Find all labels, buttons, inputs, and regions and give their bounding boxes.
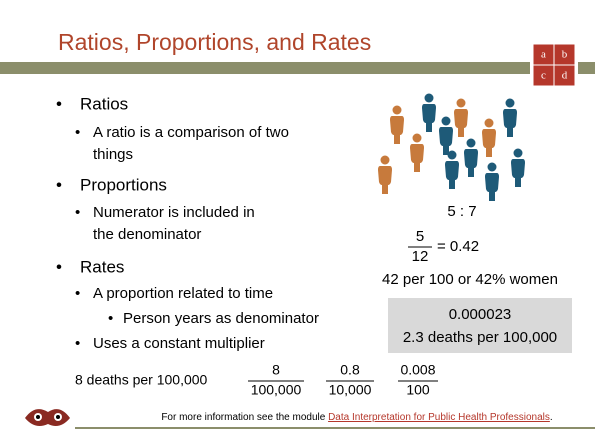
rate-label: 8 deaths per 100,000	[75, 372, 208, 388]
title: Ratios, Proportions, and Rates	[58, 29, 371, 55]
denominator: 100	[406, 382, 430, 398]
bullet: Rates	[80, 257, 124, 276]
bullet-dot: •	[56, 257, 62, 276]
sub-bullet: the denominator	[93, 226, 201, 243]
bullet-dot: •	[75, 335, 80, 352]
box-line: 2.3 deaths per 100,000	[403, 329, 557, 346]
denominator: 100,000	[251, 382, 302, 398]
bullet-dot: •	[75, 124, 80, 141]
badge: a b c d	[532, 43, 576, 87]
badge-letter: b	[562, 49, 568, 61]
logo	[25, 409, 70, 426]
sub-bullet: A proportion related to time	[93, 285, 273, 302]
bullet-dot: •	[75, 204, 80, 221]
numerator: 8	[272, 362, 280, 378]
footer-link[interactable]: Data Interpretation for Public Health Pr…	[328, 412, 550, 423]
ratio: 5 : 7	[447, 203, 476, 220]
box	[388, 298, 572, 353]
bullet: Ratios	[80, 94, 128, 113]
sub-bullet: things	[93, 146, 133, 163]
footer-text: For more information see the module	[161, 412, 328, 423]
footer: For more information see the module Data…	[161, 412, 552, 423]
footer-end: .	[550, 412, 553, 423]
bullet-dot: •	[56, 175, 62, 194]
numerator: 0.008	[400, 362, 435, 378]
title-bar	[0, 62, 530, 74]
badge-letter: c	[541, 70, 546, 82]
numerator: 5	[416, 228, 424, 245]
bullet: Proportions	[80, 175, 167, 194]
result: = 0.42	[437, 238, 479, 255]
sub-bullet: A ratio is a comparison of two	[93, 124, 289, 141]
bullet-dot: •	[108, 310, 113, 327]
fractions: 8 100,000 0.8 10,000 0.008 100	[248, 362, 438, 398]
numerator: 0.8	[340, 362, 360, 378]
bullet-dot: •	[75, 285, 80, 302]
badge-letter: a	[541, 49, 546, 61]
caption: 42 per 100 or 42% women	[382, 271, 558, 288]
badge-letter: d	[562, 70, 568, 82]
sub-bullet: Uses a constant multiplier	[93, 335, 265, 352]
denominator: 12	[412, 248, 429, 265]
bullets: • Ratios • A ratio is a comparison of tw…	[56, 94, 319, 351]
title-bar-end	[578, 62, 595, 74]
bullet-dot: •	[56, 94, 62, 113]
box-line: 0.000023	[449, 306, 512, 323]
sub-bullet: Numerator is included in	[93, 204, 255, 221]
denominator: 10,000	[329, 382, 372, 398]
sub-sub-bullet: Person years as denominator	[123, 310, 319, 327]
